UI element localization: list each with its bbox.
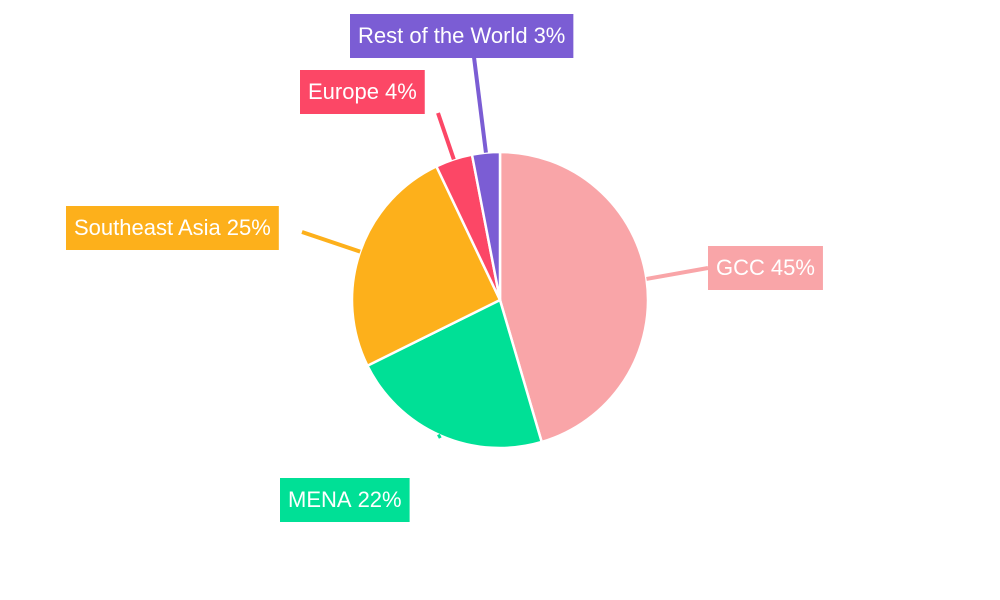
data-label: MENA 22% <box>288 487 402 512</box>
data-label: GCC 45% <box>716 255 815 280</box>
label-box <box>300 70 425 114</box>
leader-line <box>646 266 709 281</box>
data-label: Europe 4% <box>308 79 417 104</box>
label-box <box>66 206 279 250</box>
category-name: MENA <box>288 487 352 512</box>
category-name: Southeast Asia <box>74 215 222 240</box>
pie-slice <box>365 298 544 450</box>
category-name: Europe <box>308 79 379 104</box>
value-label: 3% <box>534 23 566 48</box>
value-label: 4% <box>385 79 417 104</box>
label-box <box>280 478 410 522</box>
category-name: Rest of the World <box>358 23 528 48</box>
leader-line <box>437 433 442 439</box>
data-label: Rest of the World 3% <box>358 23 565 48</box>
data-label: Southeast Asia 25% <box>74 215 271 240</box>
label-box <box>350 14 574 58</box>
value-label: 25% <box>227 215 271 240</box>
value-label: 45% <box>771 255 815 280</box>
label-box <box>708 246 823 290</box>
leader-line <box>436 112 456 161</box>
pie-slice <box>470 150 502 301</box>
leader-line <box>301 230 361 254</box>
labels: GCC 45% MENA 22% Southeast Asia 25% Europe 4% Re… <box>66 14 823 522</box>
slices <box>350 150 650 450</box>
value-label: 22% <box>358 487 402 512</box>
category-name: GCC <box>716 255 765 280</box>
pie-slice <box>498 150 650 444</box>
leader-line <box>472 56 488 153</box>
